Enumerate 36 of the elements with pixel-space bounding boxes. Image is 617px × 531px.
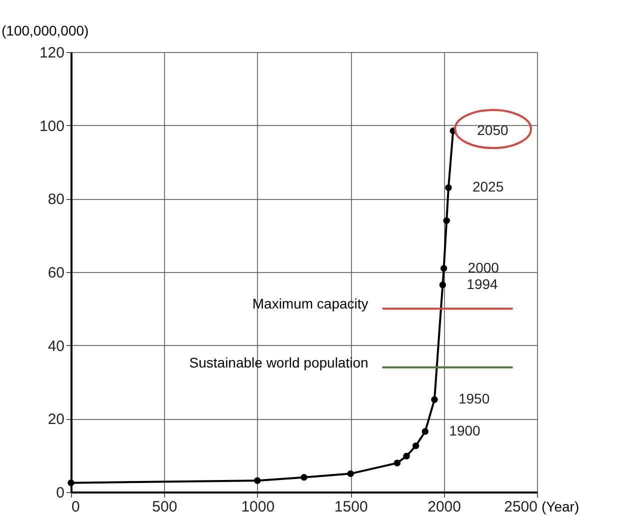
point — [439, 281, 446, 288]
point — [347, 470, 354, 478]
annotation: 1994 — [466, 276, 498, 292]
annotation: 1900 — [449, 422, 481, 438]
x-tick-label: 1500 — [334, 498, 368, 516]
y-tick-label: 60 — [48, 264, 64, 282]
series-label: Sustainable world population — [189, 354, 368, 370]
x-tick-label: 2500 — [504, 498, 538, 516]
y-tick-label: 120 — [39, 44, 64, 62]
x-tick-label: 1000 — [241, 498, 275, 516]
annotation: 1950 — [458, 390, 490, 407]
point — [422, 428, 429, 435]
series-label: Maximum capacity — [252, 296, 368, 312]
y-tick-label: 20 — [48, 411, 64, 428]
y-tick-label: 100 — [39, 118, 64, 135]
point — [412, 442, 420, 450]
y-tick-label: 40 — [48, 338, 64, 355]
point — [300, 474, 308, 481]
point — [440, 264, 448, 272]
point — [254, 477, 261, 484]
point — [445, 184, 452, 192]
point — [431, 396, 438, 403]
y-tick-label: 80 — [48, 191, 64, 208]
x-tick-label: 2000 — [428, 498, 461, 516]
x-tick-label: 500 — [152, 498, 178, 516]
point — [68, 479, 74, 486]
point — [394, 460, 401, 466]
point — [403, 452, 410, 460]
x-tick-label: 0 — [72, 498, 80, 516]
annotation: 2000 — [468, 259, 500, 276]
annotation: 2025 — [472, 178, 504, 195]
y-axis-title: (100,000,000) — [2, 22, 89, 38]
x-axis-title: (Year) — [542, 498, 580, 514]
y-tick-label: 0 — [56, 484, 64, 502]
point — [443, 217, 450, 224]
annotation: 2050 — [477, 122, 508, 138]
